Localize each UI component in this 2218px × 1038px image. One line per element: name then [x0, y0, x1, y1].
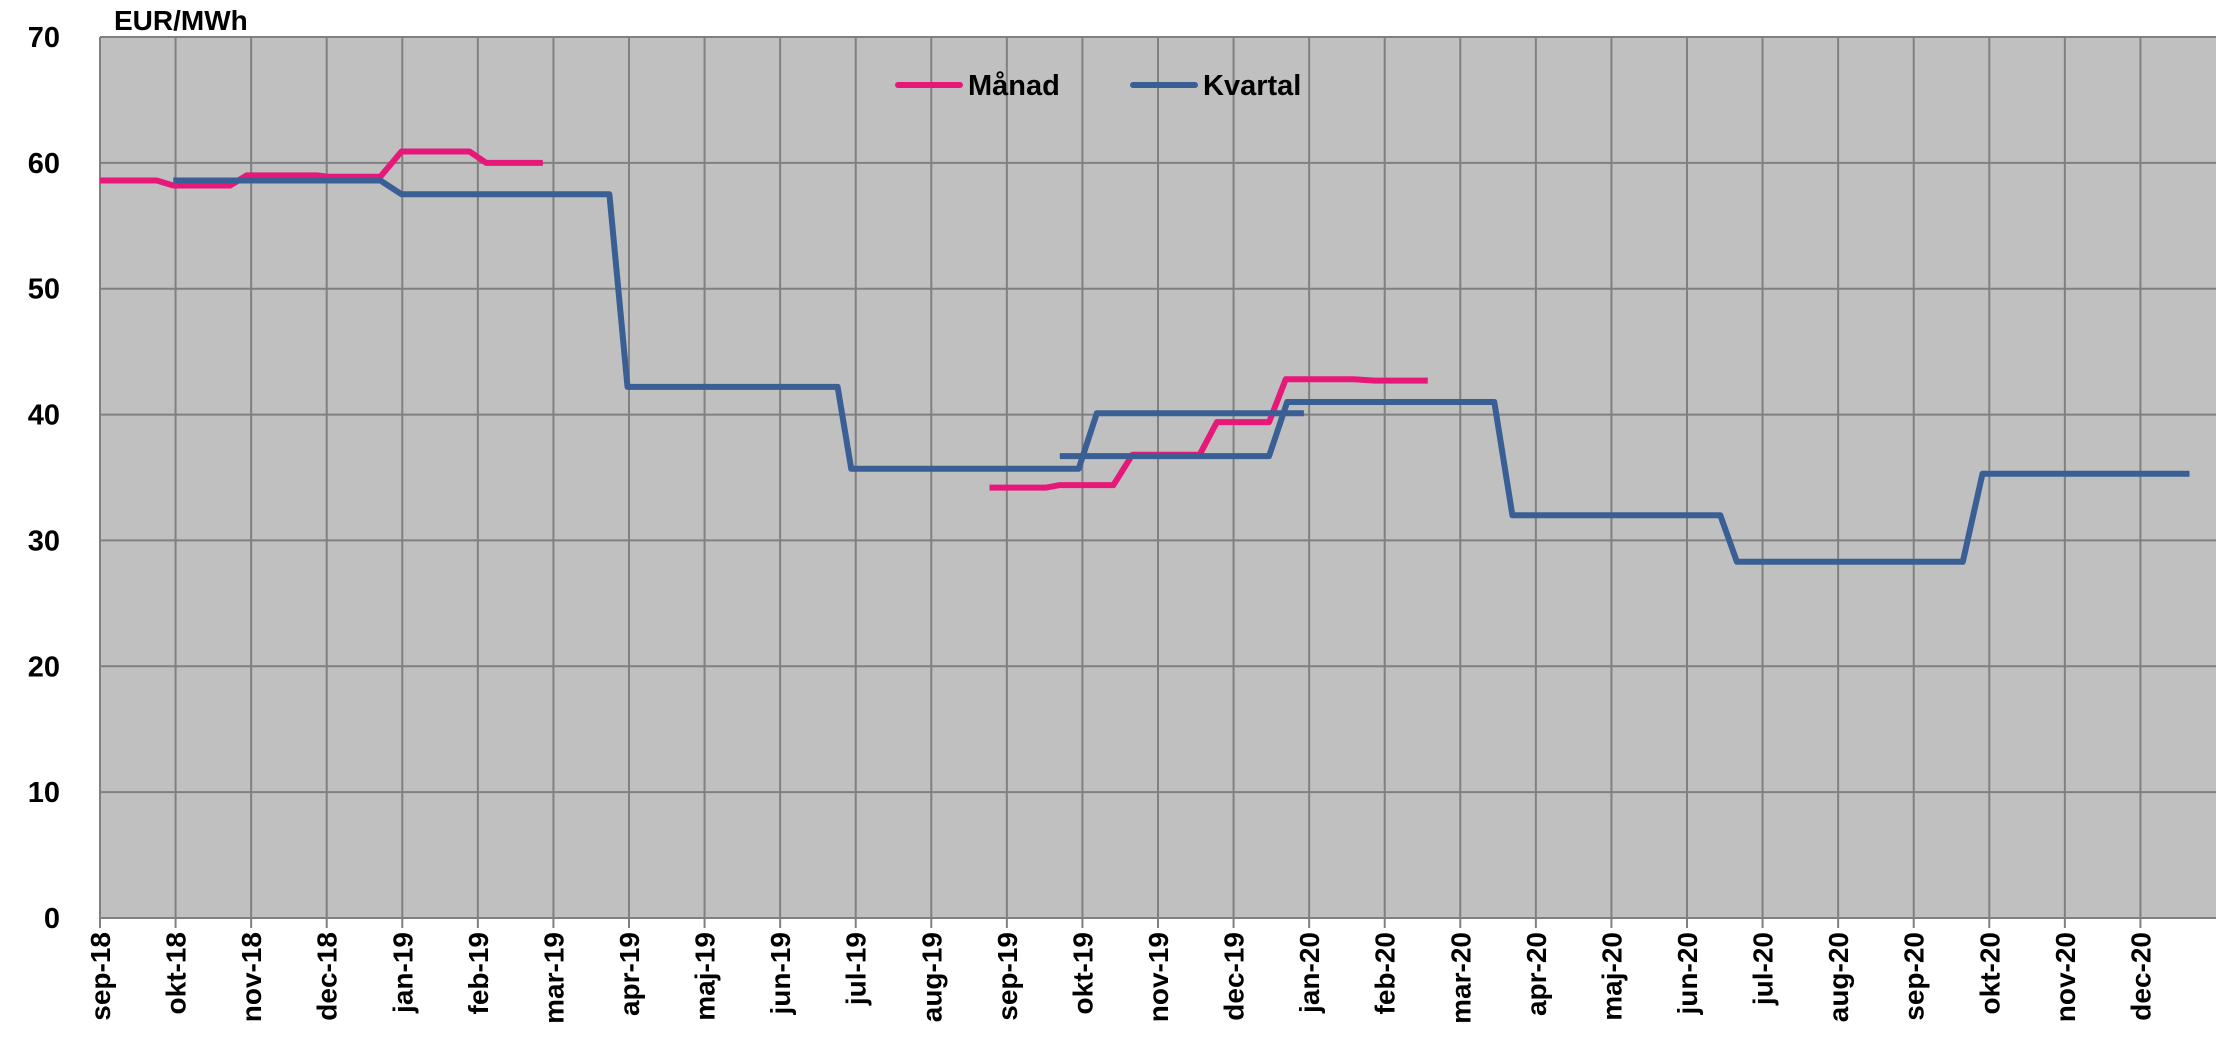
x-tick-label: okt-19 — [1067, 932, 1098, 1014]
x-tick-label: apr-19 — [614, 932, 645, 1016]
x-tick-label: aug-20 — [1823, 932, 1854, 1022]
x-tick-label: apr-20 — [1521, 932, 1552, 1016]
x-tick-label: feb-20 — [1370, 932, 1401, 1014]
x-tick-label: sep-20 — [1899, 932, 1930, 1021]
x-tick-label: okt-18 — [161, 932, 192, 1014]
line-series — [100, 148, 1428, 491]
x-tick-label: aug-19 — [916, 932, 947, 1022]
x-tick-label: nov-20 — [2050, 932, 2081, 1022]
x-tick-label: sep-18 — [85, 932, 116, 1021]
legend-label: Kvartal — [1203, 70, 1301, 102]
x-tick-label: nov-18 — [236, 932, 267, 1022]
x-tick-label: okt-20 — [1974, 932, 2005, 1014]
x-tick-label: jun-19 — [765, 932, 796, 1015]
x-tick-label: dec-18 — [312, 932, 343, 1021]
x-tick-label: nov-19 — [1143, 932, 1174, 1022]
y-tick-label: 70 — [28, 22, 60, 54]
x-tick-label: mar-19 — [538, 932, 569, 1024]
x-tick-label: feb-19 — [463, 932, 494, 1014]
x-tick-label: mar-20 — [1445, 932, 1476, 1024]
y-tick-label: 30 — [28, 525, 60, 557]
legend-label: Månad — [968, 70, 1060, 102]
x-tick-label: jul-19 — [841, 932, 872, 1006]
y-tick-label: 50 — [28, 274, 60, 306]
x-tick-label: maj-20 — [1596, 932, 1627, 1021]
line-series — [173, 177, 2190, 565]
y-tick-label: 60 — [28, 148, 60, 180]
x-tick-label: jan-19 — [387, 932, 418, 1014]
x-tick-label: maj-19 — [690, 932, 721, 1021]
x-tick-label: jan-20 — [1294, 932, 1325, 1014]
x-tick-label: jun-20 — [1672, 932, 1703, 1015]
y-axis-label: EUR/MWh — [114, 5, 248, 36]
y-tick-label: 10 — [28, 777, 60, 809]
x-tick-label: dec-19 — [1219, 932, 1250, 1021]
x-tick-label: sep-19 — [992, 932, 1023, 1021]
x-tick-label: dec-20 — [2125, 932, 2156, 1021]
y-tick-label: 40 — [28, 400, 60, 432]
legend: Månad Kvartal — [895, 70, 1301, 102]
y-tick-label: 20 — [28, 651, 60, 683]
x-tick-label: jul-20 — [1748, 932, 1779, 1006]
y-tick-label: 0 — [44, 903, 60, 935]
